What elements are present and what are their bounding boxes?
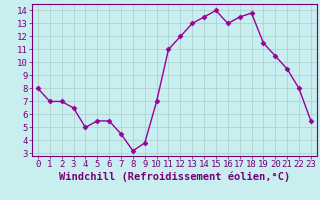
X-axis label: Windchill (Refroidissement éolien,°C): Windchill (Refroidissement éolien,°C) bbox=[59, 172, 290, 182]
